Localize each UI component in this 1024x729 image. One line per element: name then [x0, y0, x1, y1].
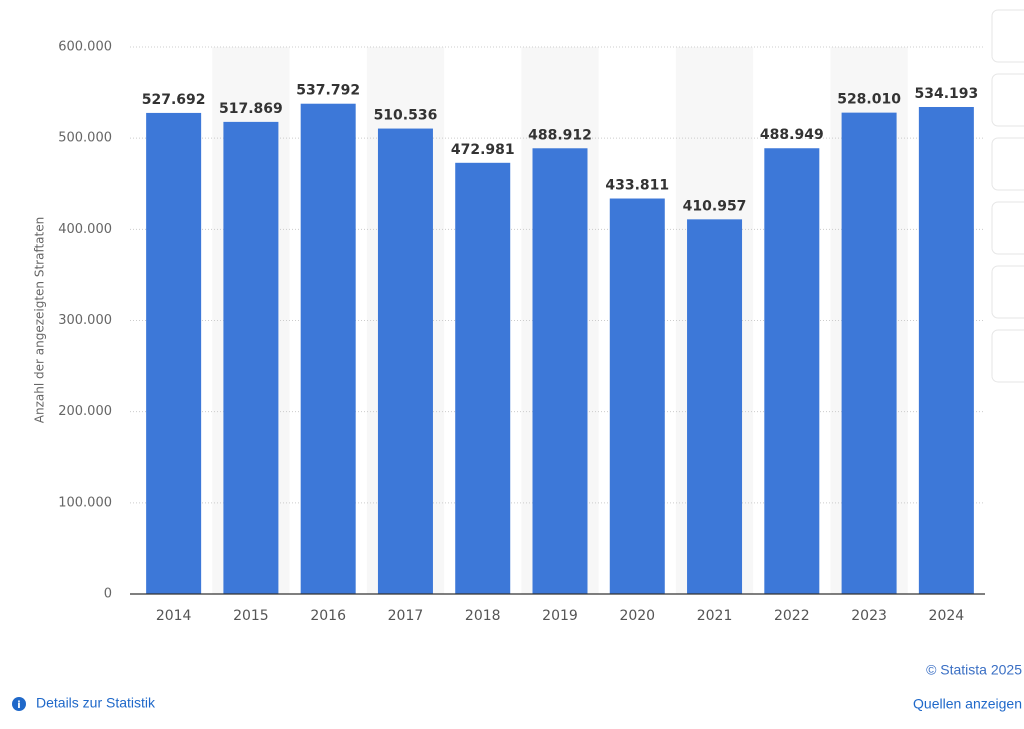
y-tick-label: 300.000: [58, 313, 112, 328]
y-tick-label: 100.000: [58, 495, 112, 510]
info-icon: [12, 697, 26, 711]
value-label: 510.536: [374, 108, 438, 124]
y-tick-label: 600.000: [58, 40, 112, 55]
value-label: 433.811: [605, 178, 669, 194]
value-label: 517.869: [219, 101, 283, 117]
side-button[interactable]: [991, 9, 1024, 63]
value-label: 488.912: [528, 127, 592, 143]
bar: [455, 162, 511, 594]
bar: [841, 112, 897, 594]
x-tick-label: 2014: [156, 608, 192, 624]
bar: [146, 112, 202, 595]
side-button[interactable]: [991, 137, 1024, 191]
y-axis-label: Anzahl der angezeigten Straftaten: [33, 217, 47, 423]
x-tick-label: 2015: [233, 608, 269, 624]
side-buttons: [991, 9, 1024, 383]
x-tick-label: 2024: [929, 608, 965, 624]
x-tick-label: 2020: [619, 608, 655, 624]
x-tick-label: 2018: [465, 608, 501, 624]
y-tick-label: 500.000: [58, 131, 112, 146]
value-label: 534.193: [914, 86, 978, 102]
side-button[interactable]: [991, 265, 1024, 319]
value-label: 472.981: [451, 142, 515, 158]
bar: [918, 106, 974, 594]
value-label: 488.949: [760, 127, 824, 143]
x-tick-label: 2016: [310, 608, 346, 624]
bar: [300, 103, 356, 595]
bar: [609, 198, 665, 594]
bar: [377, 128, 433, 594]
x-tick-label: 2022: [774, 608, 810, 624]
x-tick-label: 2019: [542, 608, 578, 624]
x-tick-label: 2021: [697, 608, 733, 624]
info-icon-glyph: i: [17, 700, 20, 711]
bar: [764, 148, 820, 594]
side-button[interactable]: [991, 329, 1024, 383]
value-label: 537.792: [296, 83, 360, 99]
value-label: 410.957: [683, 198, 747, 214]
value-label: 528.010: [837, 92, 901, 108]
details-link[interactable]: i Details zur Statistik: [12, 695, 156, 711]
copyright: © Statista 2025: [926, 662, 1022, 678]
side-button[interactable]: [991, 201, 1024, 255]
side-button[interactable]: [991, 73, 1024, 127]
value-label: 527.692: [142, 92, 206, 108]
bar: [532, 148, 588, 595]
x-tick-label: 2017: [388, 608, 424, 624]
y-tick-label: 400.000: [58, 222, 112, 237]
bar: [687, 219, 743, 594]
details-text[interactable]: Details zur Statistik: [36, 695, 156, 711]
bar: [223, 121, 279, 594]
x-tick-label: 2023: [851, 608, 887, 624]
y-tick-label: 200.000: [58, 404, 112, 419]
sources-link[interactable]: Quellen anzeigen: [913, 696, 1022, 712]
y-tick-label: 0: [104, 587, 112, 602]
